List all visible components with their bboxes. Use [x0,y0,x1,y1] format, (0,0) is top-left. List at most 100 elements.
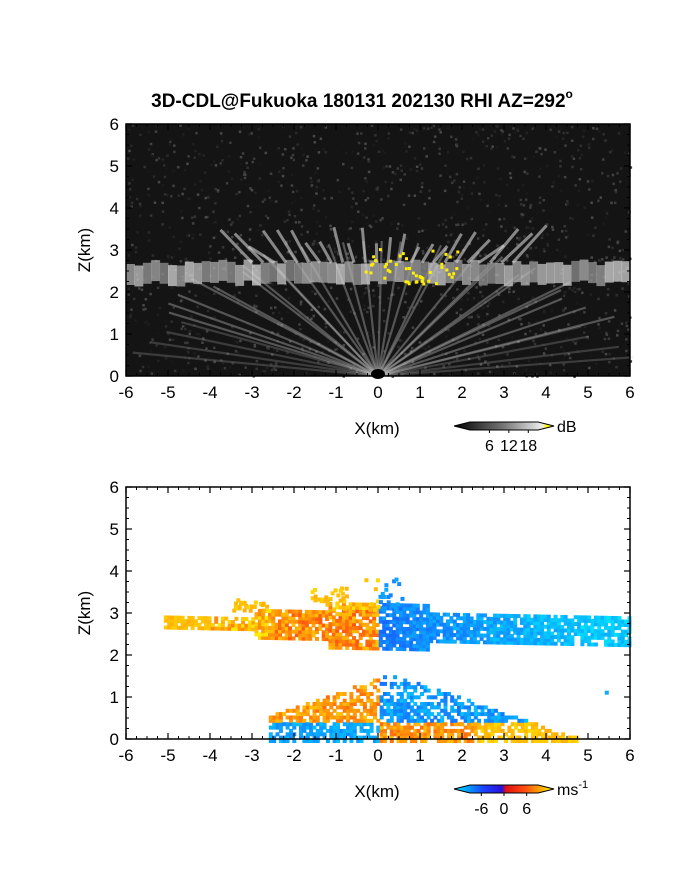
noise-pixel [459,313,462,317]
y-tick-label: 1 [110,688,119,707]
noise-pixel [613,309,617,312]
noise-pixel [384,180,387,184]
noise-pixel [366,331,370,334]
noise-pixel [481,140,485,143]
velocity-pixel-upper [382,619,387,624]
velocity-pixel-upper [429,632,434,637]
noise-pixel [292,147,295,150]
noise-pixel [278,311,281,314]
noise-pixel [138,354,142,358]
velocity-pixel-upper [412,607,417,611]
noise-pixel [445,225,448,229]
noise-pixel [220,135,223,138]
velocity-pixel-lower [379,739,384,743]
velocity-pixel-upper [620,636,625,641]
velocity-pixel-lower [346,728,351,733]
velocity-pixel-lower [336,695,340,700]
velocity-pixel-upper [200,619,205,624]
noise-pixel [240,190,243,193]
velocity-pixel-upper [607,626,612,630]
noise-pixel [503,140,507,143]
velocity-pixel-upper [509,637,514,642]
velocity-pixel-upper [288,629,293,634]
velocity-pixel-upper [536,641,541,646]
velocity-pixel-lower [399,681,404,686]
velocity-colorbar-unit-base: ms [557,782,578,799]
noise-pixel [610,149,613,152]
noise-pixel [466,206,469,209]
velocity-pixel-plume [234,604,239,609]
velocity-pixel-upper [419,617,424,622]
noise-pixel [413,127,416,131]
velocity-pixel-upper [462,633,467,638]
noise-pixel [214,221,217,224]
velocity-pixel-upper [288,636,293,641]
noise-pixel [604,216,608,219]
velocity-pixel-upper [607,642,612,647]
velocity-pixel-upper [177,615,182,620]
noise-pixel [374,240,378,244]
strong-echo-pixel [448,255,452,259]
noise-pixel [131,178,134,181]
velocity-pixel-upper [291,609,296,614]
noise-pixel [233,256,237,259]
velocity-pixel-lower [319,722,324,727]
velocity-pixel-upper [499,613,504,618]
cloud-layer-segment [126,264,135,285]
y-tick-label: 1 [110,325,119,344]
velocity-pixel-upper [301,613,306,618]
velocity-pixel-upper [506,613,511,618]
noise-pixel [467,357,471,361]
noise-pixel [490,134,493,137]
velocity-pixel-upper [553,628,558,633]
velocity-pixel-lower [487,722,492,727]
noise-pixel [411,131,414,135]
velocity-pixel-upper [214,619,219,624]
noise-pixel [209,257,212,260]
noise-pixel [538,196,542,199]
noise-pixel [490,147,493,150]
velocity-pixel-lower [440,728,445,733]
velocity-pixel-upper [513,620,518,625]
noise-pixel [529,206,532,209]
velocity-pixel-upper [392,623,397,628]
noise-pixel [187,347,190,350]
velocity-pixel-lower [319,732,324,737]
velocity-pixel-lower [376,695,381,700]
velocity-colorbar-ticks: -6 0 6 [474,793,531,818]
velocity-pixel-upper [425,637,430,642]
velocity-pixel-upper [563,635,568,640]
velocity-pixel-plume [232,608,237,613]
velocity-pixel-upper [553,621,558,626]
velocity-pixel-upper [476,620,481,624]
noise-pixel [459,308,463,311]
velocity-pixel-upper [409,620,414,625]
velocity-pixel-upper [506,624,511,628]
noise-pixel [542,248,546,251]
velocity-pixel-lower [352,698,357,703]
noise-pixel [523,258,527,261]
noise-pixel [564,229,568,233]
noise-pixel [315,192,318,195]
velocity-pixel-upper [506,627,511,632]
noise-pixel [595,207,598,211]
velocity-pixel-upper [338,642,343,647]
velocity-pixel-upper [452,626,457,631]
velocity-pixel-upper [610,642,615,647]
velocity-pixel-upper [533,634,538,639]
noise-pixel [627,295,631,298]
noise-pixel [282,125,285,129]
noise-pixel [611,246,614,250]
velocity-pixel-upper [499,627,504,632]
noise-pixel [592,234,595,237]
velocity-pixel-lower [329,725,334,730]
velocity-pixel-upper [509,624,514,628]
velocity-pixel-lower [530,728,535,733]
noise-pixel [616,172,619,175]
velocity-pixel-lower [443,692,448,696]
noise-pixel [439,131,442,134]
velocity-pixel-lower [386,692,391,696]
velocity-pixel-upper [365,643,370,647]
velocity-pixel-lower [349,702,354,706]
velocity-pixel-lower [413,695,418,700]
